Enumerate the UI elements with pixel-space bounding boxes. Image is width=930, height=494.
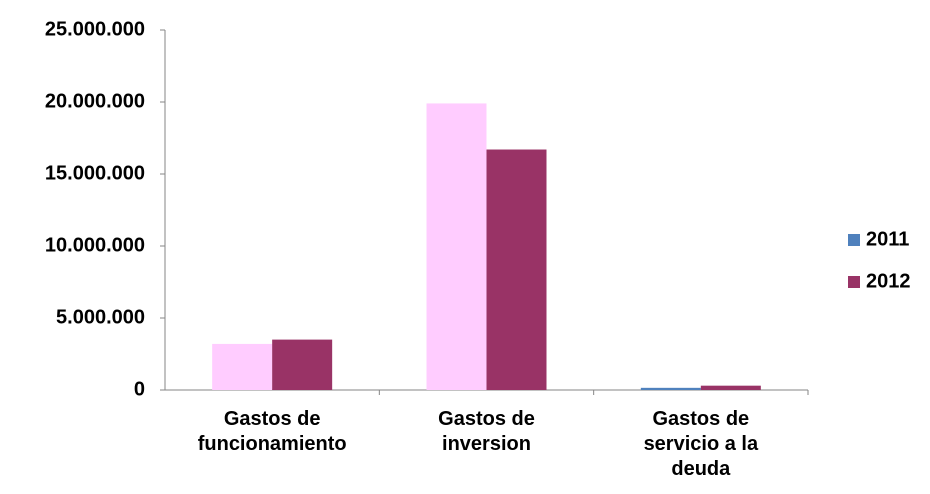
bar <box>212 343 273 390</box>
bar <box>640 387 701 390</box>
bar <box>486 149 547 390</box>
bar <box>272 339 333 390</box>
bar <box>426 103 487 390</box>
y-tick-label: 0 <box>134 378 145 400</box>
x-tick-label: Gastos de inversion <box>438 408 535 455</box>
x-tick-label: Gastos de funcionamiento <box>198 408 347 455</box>
y-tick-label: 5.000.000 <box>56 306 145 328</box>
legend-label: 2011 <box>866 228 909 250</box>
y-tick-label: 10.000.000 <box>45 234 145 256</box>
y-tick-label: 25.000.000 <box>45 18 145 40</box>
legend-label: 2012 <box>866 270 911 292</box>
legend-swatch <box>848 276 860 288</box>
bar <box>700 385 761 390</box>
y-tick-label: 20.000.000 <box>45 90 145 112</box>
y-tick-label: 15.000.000 <box>45 162 145 184</box>
legend-swatch <box>848 234 860 246</box>
x-tick-label: Gastos de servicio a la deuda <box>644 408 759 480</box>
